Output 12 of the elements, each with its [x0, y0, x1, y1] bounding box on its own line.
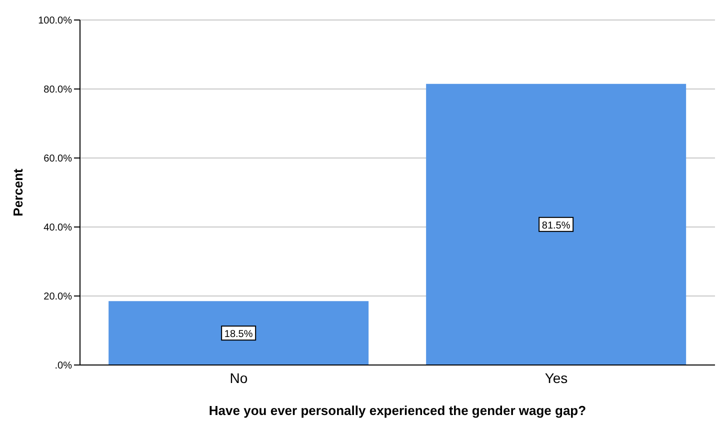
y-tick-label: 40.0%	[44, 222, 72, 234]
y-tick-label: 80.0%	[44, 84, 72, 96]
x-axis-title: Have you ever personally experienced the gender wage gap?	[208, 403, 586, 418]
x-tick-label: No	[230, 370, 248, 386]
y-tick-label: .0%	[54, 360, 72, 372]
y-tick-label: 20.0%	[44, 292, 72, 303]
data-label: 18.5%	[224, 329, 253, 340]
y-axis-title: Percent	[10, 168, 26, 216]
x-tick-label: Yes	[544, 370, 568, 386]
y-tick-label: 100.0%	[38, 16, 72, 27]
y-tick-label: 60.0%	[44, 154, 72, 165]
data-label: 81.5%	[542, 220, 570, 232]
